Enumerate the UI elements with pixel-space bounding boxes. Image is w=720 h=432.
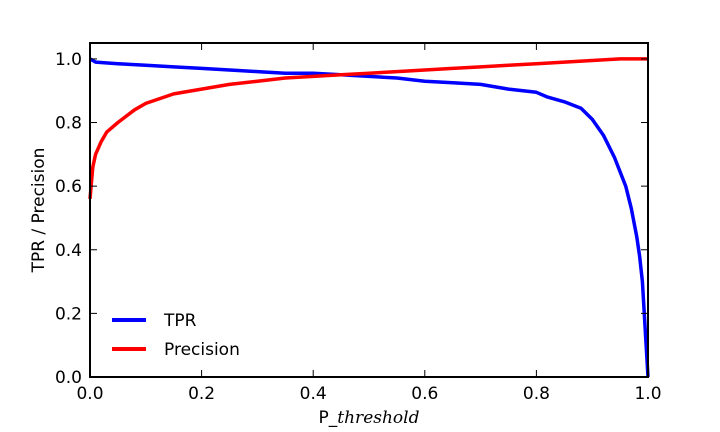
x-tick-label: 0.4	[300, 384, 327, 404]
y-axis-label: TPR / Precision	[29, 148, 49, 274]
legend-label-tpr: TPR	[163, 311, 197, 331]
ticks-layer: 0.0 0.2 0.4 0.6 0.8 1.0 0.0 0.2 0.4 0.6 0.8 1.0	[55, 43, 662, 404]
legend: TPR Precision	[112, 311, 240, 360]
series-line-precision	[88, 57, 648, 200]
x-tick-label: 1.0	[634, 384, 661, 404]
y-tick-label: 0.2	[55, 304, 82, 324]
x-tick-label: 0.6	[411, 384, 438, 404]
x-axis-label-prefix: P_	[319, 408, 338, 428]
y-tick-label: 0.4	[55, 241, 82, 261]
x-tick-label: 0.2	[188, 384, 215, 404]
plot-frame	[89, 42, 649, 378]
x-axis-label-italic: threshold	[337, 408, 419, 428]
y-tick-label: 0.8	[55, 114, 82, 134]
y-tick-label: 0.6	[55, 177, 82, 197]
series-layer	[88, 57, 650, 378]
x-axis-label: P_threshold	[319, 408, 420, 428]
legend-label-precision: Precision	[164, 340, 240, 360]
y-tick-label: 1.0	[55, 50, 82, 70]
x-tick-label: 0.0	[76, 384, 103, 404]
series-line-tpr	[89, 57, 650, 378]
x-tick-label: 0.8	[523, 384, 550, 404]
y-tick-label: 0.0	[55, 368, 82, 388]
